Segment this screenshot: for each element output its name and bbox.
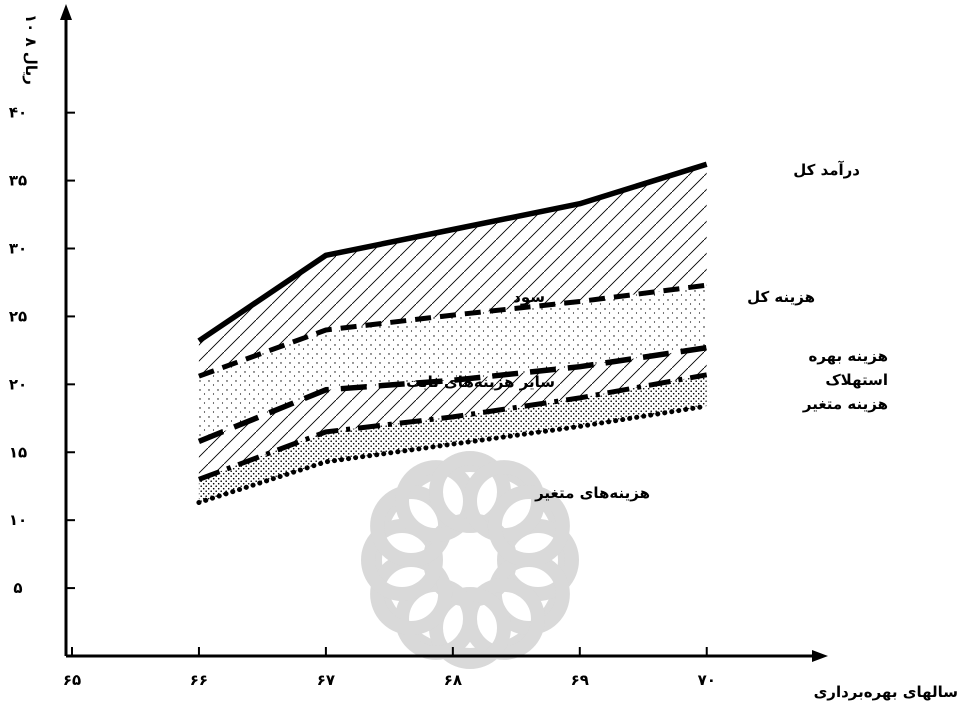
interest-band	[198, 347, 707, 480]
x-tick-label: ۷۰	[698, 671, 716, 689]
watermark-logo	[361, 451, 579, 669]
x-tick-label: ۶۶	[190, 671, 208, 689]
x-axis-label: سالهای بهره‌برداری	[814, 683, 958, 701]
x-tick-label: ۶۷	[317, 671, 335, 689]
x-axis-arrow	[812, 650, 828, 662]
series-line-3	[198, 372, 708, 482]
annotation-variable-costs: هزینه‌های متغیر	[534, 484, 650, 502]
y-tick-label: ۳۰	[9, 240, 27, 258]
y-tick-label: ۲۵	[9, 307, 27, 325]
y-tick-label: ۳۵	[9, 172, 27, 190]
series-line-4	[196, 403, 710, 505]
x-tick-label: ۶۸	[444, 671, 462, 689]
annotation-profit: سود	[513, 288, 545, 306]
profit-band	[198, 164, 707, 377]
annotation-total-revenue: درآمد کل	[793, 161, 860, 179]
fixed-costs-band	[198, 285, 707, 442]
series-line-0	[197, 161, 708, 344]
annotation-depreciation: استهلاک	[825, 371, 888, 389]
annotation-variable-cost: هزینه متغیر	[802, 395, 888, 413]
series-line-1	[198, 282, 708, 379]
annotation-interest-cost: هزینه بهره	[808, 347, 888, 365]
y-tick-label: ۲۰	[9, 375, 27, 393]
x-tick-label: ۶۹	[571, 671, 589, 689]
annotation-other-fixed-costs: سایر هزینه‌های ثابت	[406, 373, 555, 391]
y-axis-arrow	[60, 4, 72, 20]
x-tick-label: ۶۵	[63, 671, 81, 689]
y-tick-label: ۱۵	[9, 443, 27, 461]
y-tick-label: ۱۰	[9, 511, 27, 529]
annotation-total-cost: هزینه کل	[747, 288, 815, 306]
depreciation-band	[198, 374, 707, 503]
series-line-2	[197, 344, 708, 444]
y-axis-label: ۱۰ ۸ ریال	[22, 14, 40, 85]
y-tick-label: ۴۰	[9, 104, 27, 122]
y-tick-label: ۵	[13, 579, 22, 597]
